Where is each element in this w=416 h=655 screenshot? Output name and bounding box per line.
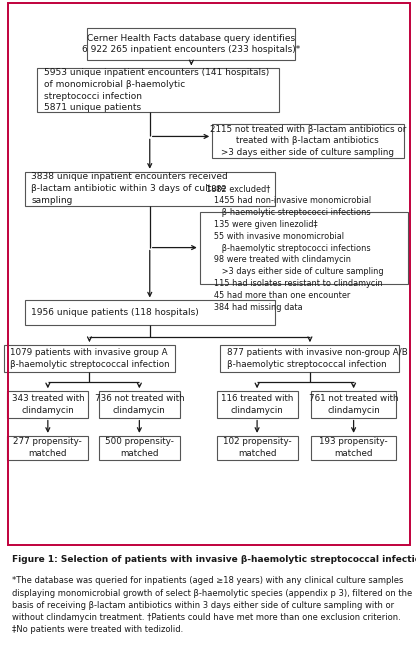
Text: 343 treated with
clindamycin: 343 treated with clindamycin: [12, 394, 84, 415]
Text: Figure 1: Selection of patients with invasive β-haemolytic streptococcal infecti: Figure 1: Selection of patients with inv…: [12, 555, 416, 565]
Text: 193 propensity-
matched: 193 propensity- matched: [319, 438, 388, 458]
Text: 1956 unique patients (118 hospitals): 1956 unique patients (118 hospitals): [31, 308, 199, 317]
Bar: [216, 391, 298, 418]
Text: 1079 patients with invasive group A
β-haemolytic streptococcal infection: 1079 patients with invasive group A β-ha…: [10, 348, 170, 369]
Bar: [87, 28, 295, 60]
Text: 1882 excluded†
   1455 had non-invasive monomicrobial
      β-haemolytic strepto: 1882 excluded† 1455 had non-invasive mon…: [206, 185, 384, 312]
Bar: [311, 391, 396, 418]
Text: 116 treated with
clindamycin: 116 treated with clindamycin: [221, 394, 293, 415]
Text: 877 patients with invasive non-group A/B
β-haemolytic streptococcal infection: 877 patients with invasive non-group A/B…: [227, 348, 407, 369]
Text: 761 not treated with
clindamycin: 761 not treated with clindamycin: [309, 394, 399, 415]
Text: 2115 not treated with β-lactam antibiotics or
treated with β-lactam antibiotics
: 2115 not treated with β-lactam antibioti…: [210, 124, 406, 157]
Text: 500 propensity-
matched: 500 propensity- matched: [105, 438, 174, 458]
Text: 102 propensity-
matched: 102 propensity- matched: [223, 438, 291, 458]
Bar: [216, 436, 298, 460]
Bar: [220, 345, 399, 373]
Bar: [200, 212, 408, 284]
Text: 277 propensity-
matched: 277 propensity- matched: [13, 438, 82, 458]
Bar: [4, 345, 175, 373]
Bar: [37, 68, 279, 112]
Bar: [25, 301, 275, 325]
Bar: [212, 124, 404, 158]
Bar: [99, 391, 180, 418]
Bar: [7, 436, 89, 460]
Text: 3838 unique inpatient encounters received
β-lactam antibiotic within 3 days of c: 3838 unique inpatient encounters receive…: [31, 172, 228, 205]
Bar: [99, 436, 180, 460]
Text: 5953 unique inpatient encounters (141 hospitals)
of monomicrobial β-haemolytic
s: 5953 unique inpatient encounters (141 ho…: [44, 68, 269, 113]
Text: Cerner Health Facts database query identifies
6 922 265 inpatient encounters (23: Cerner Health Facts database query ident…: [82, 33, 300, 54]
Text: 736 not treated with
clindamycin: 736 not treated with clindamycin: [94, 394, 184, 415]
Bar: [7, 391, 89, 418]
Text: *The database was queried for inpatients (aged ≥18 years) with any clinical cult: *The database was queried for inpatients…: [12, 576, 413, 634]
Bar: [25, 172, 275, 206]
Bar: [311, 436, 396, 460]
